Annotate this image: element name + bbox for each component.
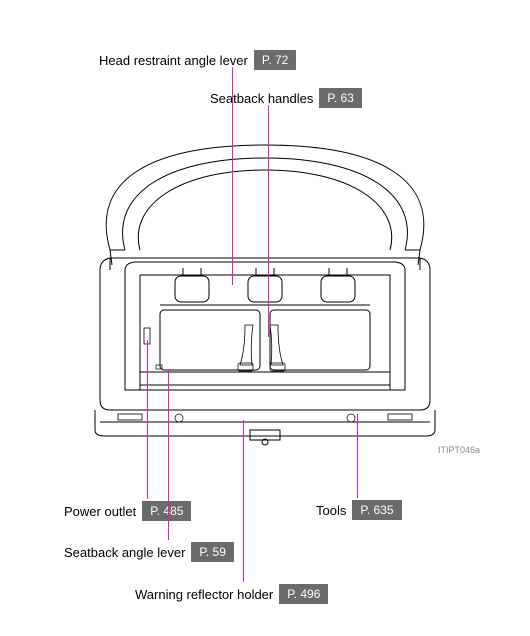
label-power-outlet: Power outlet P. 485: [64, 501, 191, 521]
page-ref: P. 63: [319, 88, 361, 108]
vehicle-rear-diagram: [70, 140, 460, 460]
page-ref: P. 485: [142, 501, 191, 521]
label-text: Seatback handles: [210, 91, 313, 106]
label-text: Power outlet: [64, 504, 136, 519]
label-head-restraint: Head restraint angle lever P. 72: [99, 50, 296, 70]
label-text: Tools: [316, 503, 346, 518]
image-id: ITIPT046a: [438, 445, 480, 455]
label-seatback-handles: Seatback handles P. 63: [210, 88, 362, 108]
label-text: Seatback angle lever: [64, 545, 185, 560]
label-tools: Tools P. 635: [316, 500, 402, 520]
page-ref: P. 496: [279, 584, 328, 604]
label-text: Warning reflector holder: [135, 587, 273, 602]
page-ref: P. 59: [191, 542, 233, 562]
label-text: Head restraint angle lever: [99, 53, 248, 68]
page-ref: P. 72: [254, 50, 296, 70]
page-ref: P. 635: [352, 500, 401, 520]
label-warning-reflector: Warning reflector holder P. 496: [135, 584, 328, 604]
label-seatback-angle: Seatback angle lever P. 59: [64, 542, 234, 562]
